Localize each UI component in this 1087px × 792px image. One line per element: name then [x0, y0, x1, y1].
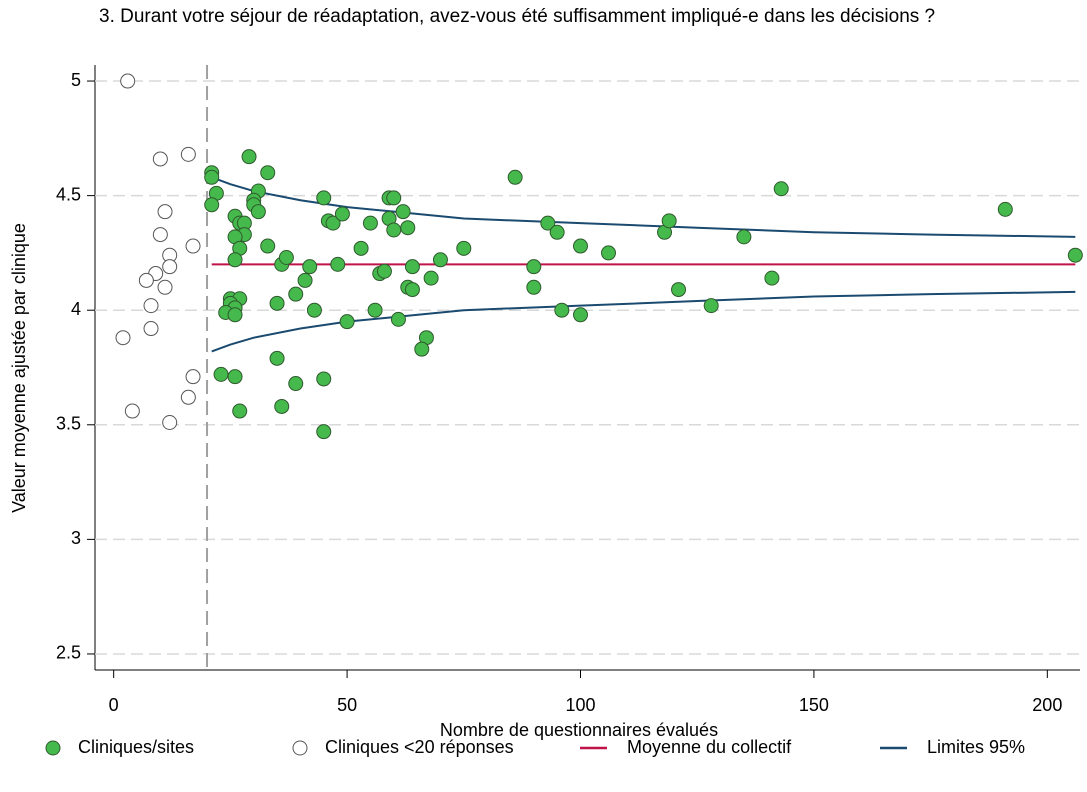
- x-tick-label: 0: [109, 695, 119, 715]
- x-tick-label: 200: [1032, 695, 1062, 715]
- legend-marker: [292, 740, 308, 756]
- point: [325, 215, 341, 231]
- point: [269, 295, 285, 311]
- point: [1067, 247, 1083, 263]
- point: [152, 227, 168, 243]
- point: [390, 311, 406, 327]
- y-tick-label: 4: [71, 299, 81, 319]
- point: [143, 298, 159, 314]
- legend-label: Moyenne du collectif: [627, 737, 792, 757]
- y-tick-label: 3.5: [56, 414, 81, 434]
- point: [274, 398, 290, 414]
- legend-label: Limites 95%: [927, 737, 1025, 757]
- point: [260, 165, 276, 181]
- point: [227, 252, 243, 268]
- point: [423, 270, 439, 286]
- point: [362, 215, 378, 231]
- point: [526, 259, 542, 275]
- point: [386, 190, 402, 206]
- point: [288, 286, 304, 302]
- legend-label: Cliniques <20 réponses: [325, 737, 514, 757]
- point: [204, 197, 220, 213]
- point: [157, 204, 173, 220]
- point: [316, 371, 332, 387]
- point: [376, 263, 392, 279]
- point: [162, 259, 178, 275]
- point: [288, 376, 304, 392]
- point: [395, 204, 411, 220]
- point: [334, 206, 350, 222]
- point: [316, 424, 332, 440]
- point: [367, 302, 383, 318]
- point: [115, 330, 131, 346]
- y-axis-label: Valeur moyenne ajustée par clinique: [9, 223, 29, 513]
- point: [572, 307, 588, 323]
- point: [997, 201, 1013, 217]
- point: [404, 259, 420, 275]
- point: [180, 146, 196, 162]
- chart-title: 3. Durant votre séjour de réadaptation, …: [99, 6, 936, 27]
- point: [157, 279, 173, 295]
- point: [432, 252, 448, 268]
- lower-limit: [211, 290, 1076, 353]
- point: [736, 229, 752, 245]
- point: [241, 149, 257, 165]
- point: [306, 302, 322, 318]
- point: [316, 190, 332, 206]
- y-tick-label: 4.5: [56, 184, 81, 204]
- point: [260, 238, 276, 254]
- x-axis-label: Nombre de questionnaires évalués: [440, 720, 718, 740]
- point: [526, 279, 542, 295]
- legend-marker: [45, 740, 61, 756]
- point: [180, 389, 196, 405]
- point: [764, 270, 780, 286]
- point: [143, 321, 159, 337]
- point: [572, 238, 588, 254]
- y-tick-label: 3: [71, 528, 81, 548]
- legend-label: Cliniques/sites: [78, 737, 194, 757]
- point: [540, 215, 556, 231]
- point: [162, 415, 178, 430]
- point: [269, 350, 285, 366]
- point: [703, 298, 719, 314]
- point: [404, 282, 420, 298]
- point: [278, 250, 294, 265]
- point: [386, 222, 402, 238]
- point: [414, 341, 430, 357]
- point: [227, 307, 243, 323]
- point: [120, 73, 136, 89]
- point: [661, 213, 677, 229]
- x-tick-label: 150: [799, 695, 829, 715]
- point: [302, 259, 318, 275]
- point: [152, 151, 168, 167]
- point: [353, 240, 369, 256]
- point: [213, 366, 229, 382]
- x-tick-label: 50: [337, 695, 357, 715]
- y-tick-label: 5: [71, 70, 81, 90]
- point: [250, 204, 266, 220]
- point: [601, 245, 617, 261]
- point: [297, 272, 313, 288]
- point: [185, 369, 201, 385]
- point: [549, 224, 565, 240]
- point: [330, 256, 346, 272]
- point: [456, 240, 472, 256]
- point: [124, 403, 140, 419]
- point: [185, 238, 201, 254]
- upper-limit: [211, 176, 1076, 238]
- y-tick-label: 2.5: [56, 643, 81, 663]
- point: [204, 169, 220, 185]
- point: [227, 369, 243, 385]
- point: [232, 403, 248, 419]
- x-tick-label: 100: [565, 695, 595, 715]
- point: [671, 282, 687, 298]
- point: [339, 314, 355, 330]
- point: [138, 272, 154, 288]
- point: [507, 169, 523, 185]
- point: [554, 302, 570, 318]
- point: [400, 220, 416, 236]
- point: [773, 181, 789, 197]
